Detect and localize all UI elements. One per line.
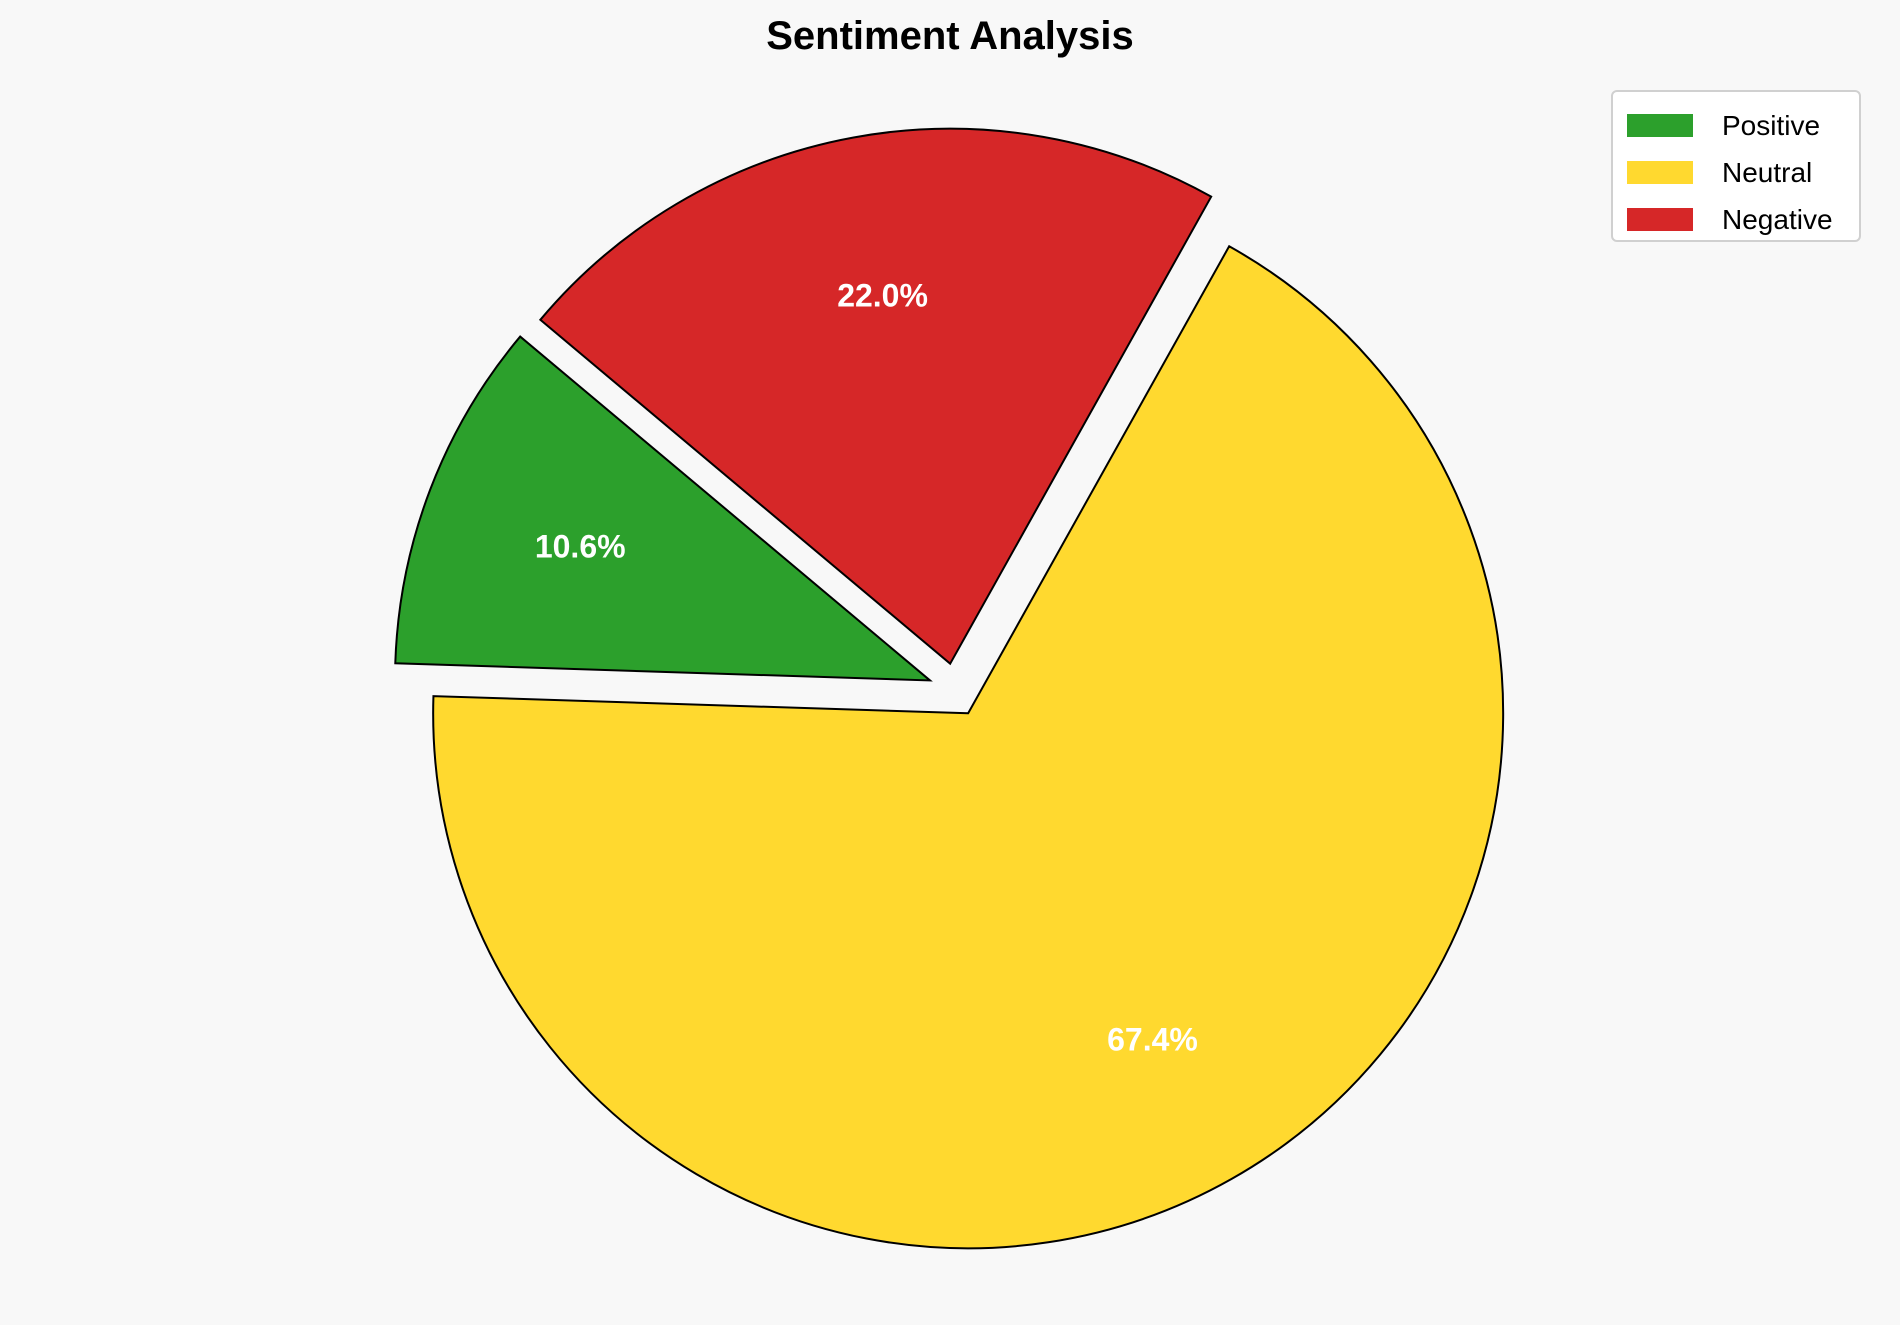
pct-label-neutral: 67.4%	[1107, 1021, 1198, 1057]
legend: Positive Neutral Negative	[1611, 90, 1861, 242]
legend-swatch	[1627, 161, 1693, 184]
legend-swatch	[1627, 114, 1693, 137]
legend-item-neutral: Neutral	[1627, 149, 1859, 196]
pie-slice-neutral	[432, 244, 1505, 1250]
legend-item-negative: Negative	[1627, 196, 1859, 243]
legend-item-positive: Positive	[1627, 102, 1859, 149]
pct-label-positive: 10.6%	[535, 529, 626, 565]
pie-slice-negative	[538, 127, 1213, 666]
legend-label: Positive	[1722, 109, 1821, 141]
legend-label: Negative	[1722, 203, 1833, 235]
chart-title: Sentiment Analysis	[766, 14, 1134, 58]
pie-slice-positive	[394, 335, 933, 682]
legend-swatch	[1627, 208, 1693, 231]
pct-label-negative: 22.0%	[837, 277, 928, 313]
legend-label: Neutral	[1722, 156, 1813, 188]
